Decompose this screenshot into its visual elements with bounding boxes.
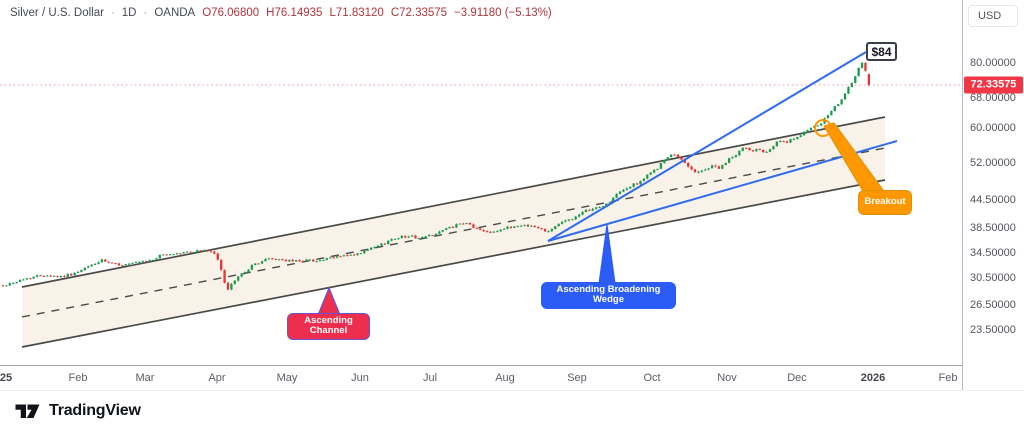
time-tick-label: Dec: [787, 372, 807, 384]
price-axis[interactable]: USD 80.00000 68.00000 60.00000 52.00000 44.5…: [962, 0, 1024, 390]
tradingview-logo-icon[interactable]: [14, 400, 41, 421]
time-tick-label: 2026: [860, 372, 886, 384]
ohlc-l: L71.83120: [329, 7, 384, 19]
ohlc-values: O76.06800 H76.14935 L71.83120 C72.33575: [202, 7, 447, 19]
price-tick-label: 30.50000: [970, 272, 1016, 284]
time-tick-label: Jul: [422, 372, 438, 384]
timeframe-label[interactable]: 1D: [121, 7, 137, 19]
time-tick-label: Oct: [643, 372, 661, 384]
breakout-highlight-circle: [814, 119, 832, 137]
last-price-badge: 72.33575: [964, 76, 1023, 94]
time-tick-label: Feb: [68, 372, 88, 384]
label-breakout[interactable]: Breakout: [858, 190, 912, 215]
time-axis[interactable]: 25 Feb Mar Apr May Jun Jul Aug Sep Oct Nov Dec 2026 F…: [0, 365, 1024, 391]
price-tick-label: 26.50000: [970, 299, 1016, 311]
label-ascending-channel[interactable]: Ascending Channel: [287, 313, 370, 340]
time-tick-label: Sep: [567, 372, 587, 384]
time-tick-label: Aug: [495, 372, 515, 384]
price-target-label[interactable]: $84: [866, 42, 897, 61]
price-tick-label: 44.50000: [970, 194, 1016, 206]
price-tick-label: 68.00000: [970, 92, 1016, 104]
price-tick-label: 23.50000: [970, 324, 1016, 336]
callout-pointer-channel: [317, 286, 341, 316]
time-tick-label: Mar: [135, 372, 155, 384]
price-tick-label: 52.00000: [970, 157, 1016, 169]
price-tick-label: 38.50000: [970, 222, 1016, 234]
currency-toggle-button[interactable]: USD: [968, 5, 1018, 27]
legend-separator: ·: [110, 7, 115, 19]
time-tick-label: Nov: [717, 372, 737, 384]
symbol-legend[interactable]: Silver / U.S. Dollar · 1D · OANDA O76.06…: [10, 7, 552, 19]
price-tick-label: 34.50000: [970, 247, 1016, 259]
symbol-title[interactable]: Silver / U.S. Dollar: [10, 7, 104, 19]
price-chart-canvas[interactable]: [0, 0, 962, 365]
tradingview-logo-text[interactable]: TradingView: [49, 401, 141, 419]
time-tick-label: Jun: [351, 372, 369, 384]
label-ascending-broadening-wedge[interactable]: Ascending Broadening Wedge: [541, 282, 676, 309]
time-tick-label: 25: [0, 372, 13, 384]
time-tick-label: Feb: [938, 372, 958, 384]
ohlc-h: H76.14935: [266, 7, 323, 19]
price-tick-label: 80.00000: [970, 57, 1016, 69]
change-value: −3.91180 (−5.13%): [454, 7, 552, 19]
footer-bar: TradingView: [0, 390, 1024, 430]
ohlc-o: O76.06800: [202, 7, 260, 19]
legend-separator: ·: [143, 7, 148, 19]
time-tick-label: May: [276, 372, 298, 384]
price-tick-label: 60.00000: [970, 122, 1016, 134]
exchange-label: OANDA: [154, 7, 196, 19]
ohlc-c: C72.33575: [390, 7, 448, 19]
time-tick-label: Apr: [208, 372, 226, 384]
candles: [1, 62, 871, 291]
